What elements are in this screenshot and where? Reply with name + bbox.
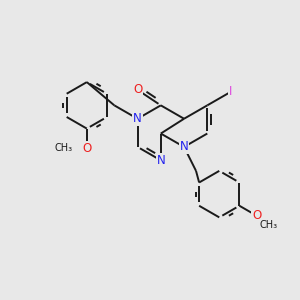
- Text: N: N: [133, 112, 142, 125]
- Text: O: O: [252, 209, 261, 222]
- Text: N: N: [180, 140, 188, 153]
- Text: CH₃: CH₃: [55, 143, 73, 153]
- Text: O: O: [133, 83, 142, 96]
- Text: CH₃: CH₃: [259, 220, 278, 230]
- Text: N: N: [156, 154, 165, 167]
- Text: O: O: [82, 142, 92, 155]
- Text: I: I: [229, 85, 232, 98]
